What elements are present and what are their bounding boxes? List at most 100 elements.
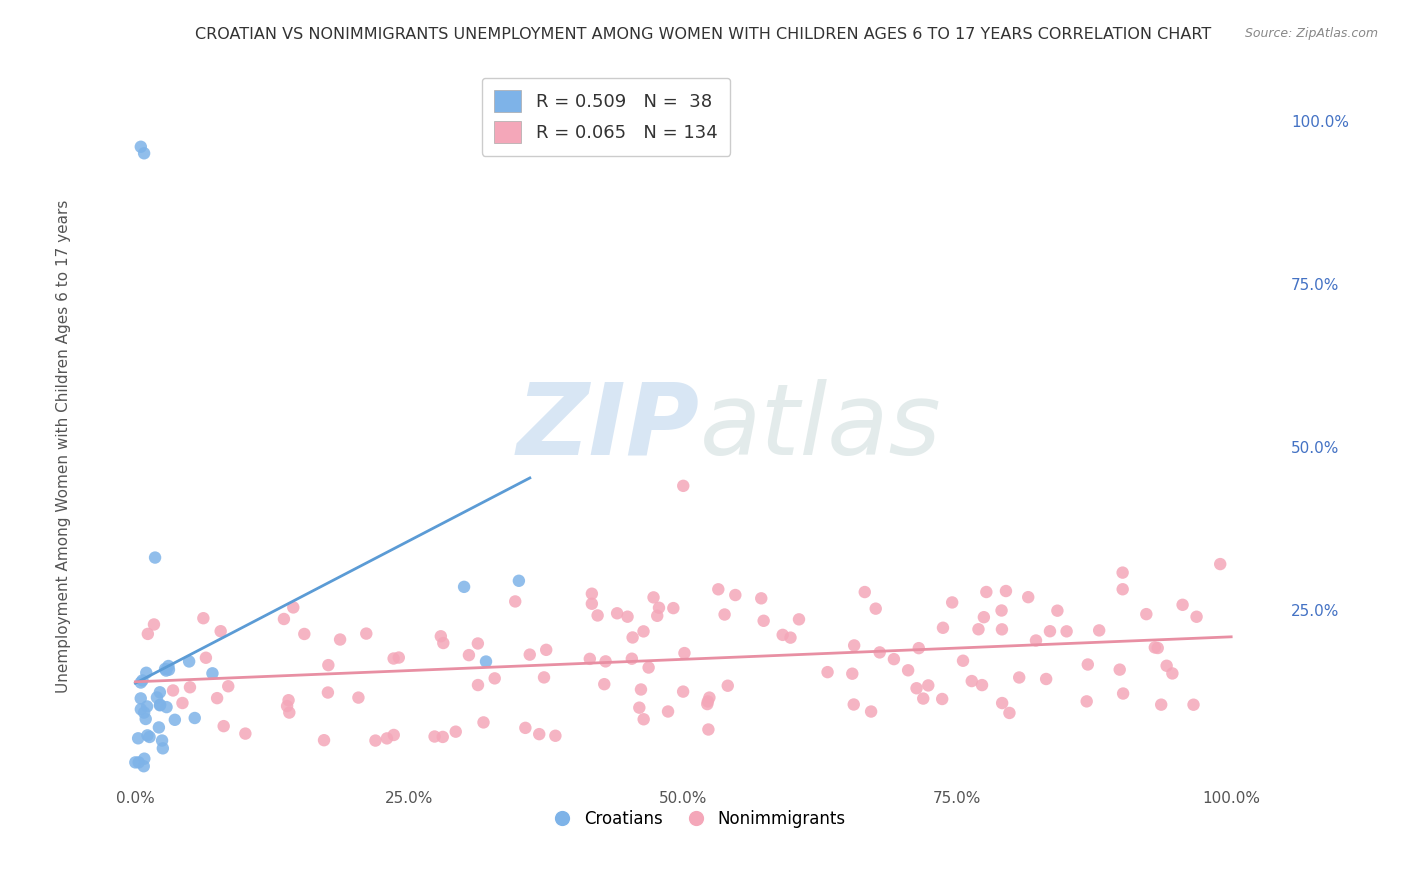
Point xyxy=(1112,687,1135,701)
Point xyxy=(179,680,201,694)
Point xyxy=(533,670,555,684)
Point xyxy=(897,663,920,677)
Point xyxy=(633,712,655,726)
Point xyxy=(578,652,600,666)
Point xyxy=(152,741,174,756)
Point xyxy=(329,632,352,647)
Point xyxy=(998,706,1021,720)
Point xyxy=(127,731,149,746)
Point xyxy=(1156,658,1178,673)
Point xyxy=(467,678,489,692)
Point xyxy=(143,617,166,632)
Point xyxy=(672,479,695,493)
Point xyxy=(1088,624,1111,638)
Point xyxy=(994,584,1017,599)
Point xyxy=(475,655,498,669)
Point xyxy=(696,694,718,708)
Point xyxy=(976,585,998,599)
Point xyxy=(458,648,481,662)
Point xyxy=(749,591,772,606)
Point xyxy=(129,140,152,154)
Point xyxy=(941,595,963,609)
Point xyxy=(1171,598,1194,612)
Point xyxy=(697,723,720,737)
Point xyxy=(842,698,865,712)
Point xyxy=(347,690,370,705)
Point xyxy=(912,691,935,706)
Point xyxy=(841,666,863,681)
Point xyxy=(931,692,953,706)
Point xyxy=(128,756,150,770)
Point xyxy=(136,728,159,742)
Point xyxy=(637,660,659,674)
Point xyxy=(960,674,983,689)
Point xyxy=(423,730,446,744)
Point xyxy=(645,608,668,623)
Point xyxy=(149,698,172,713)
Point xyxy=(657,705,679,719)
Point xyxy=(713,607,735,622)
Point xyxy=(515,721,537,735)
Point xyxy=(155,664,177,678)
Point xyxy=(595,654,617,668)
Point xyxy=(467,636,489,650)
Point xyxy=(586,608,609,623)
Point xyxy=(134,752,156,766)
Point xyxy=(157,659,180,673)
Point xyxy=(312,733,335,747)
Point xyxy=(581,587,603,601)
Point xyxy=(519,648,541,662)
Point xyxy=(696,697,718,711)
Point xyxy=(772,628,794,642)
Point xyxy=(662,601,685,615)
Point xyxy=(364,733,387,747)
Point xyxy=(179,655,201,669)
Point xyxy=(316,685,339,699)
Point xyxy=(1077,657,1099,672)
Point xyxy=(1056,624,1078,639)
Point xyxy=(484,672,506,686)
Point xyxy=(990,603,1012,617)
Point xyxy=(172,696,194,710)
Point xyxy=(752,614,775,628)
Point xyxy=(860,705,883,719)
Point xyxy=(1182,698,1205,712)
Point xyxy=(212,719,235,733)
Text: atlas: atlas xyxy=(700,378,941,475)
Point xyxy=(388,650,411,665)
Point xyxy=(844,639,866,653)
Point xyxy=(157,663,180,677)
Point xyxy=(292,627,315,641)
Point xyxy=(1017,590,1039,604)
Point xyxy=(135,712,157,726)
Point xyxy=(143,550,166,565)
Point xyxy=(375,731,398,746)
Point xyxy=(205,691,228,706)
Point xyxy=(430,629,453,643)
Point xyxy=(699,690,721,705)
Point xyxy=(283,600,305,615)
Point xyxy=(717,679,740,693)
Point xyxy=(132,146,155,161)
Point xyxy=(544,729,567,743)
Point xyxy=(150,733,173,747)
Point xyxy=(616,609,638,624)
Point xyxy=(149,698,172,712)
Point xyxy=(724,588,747,602)
Point xyxy=(1111,582,1133,597)
Point xyxy=(318,658,340,673)
Point xyxy=(581,597,603,611)
Point xyxy=(508,133,530,147)
Point xyxy=(432,636,454,650)
Point xyxy=(217,679,239,693)
Point xyxy=(907,641,929,656)
Point xyxy=(534,643,557,657)
Point xyxy=(967,622,990,636)
Point xyxy=(136,627,159,641)
Point xyxy=(155,700,177,714)
Point xyxy=(593,677,616,691)
Point xyxy=(201,666,224,681)
Point xyxy=(1076,694,1098,708)
Point xyxy=(277,693,299,707)
Point xyxy=(1209,557,1232,571)
